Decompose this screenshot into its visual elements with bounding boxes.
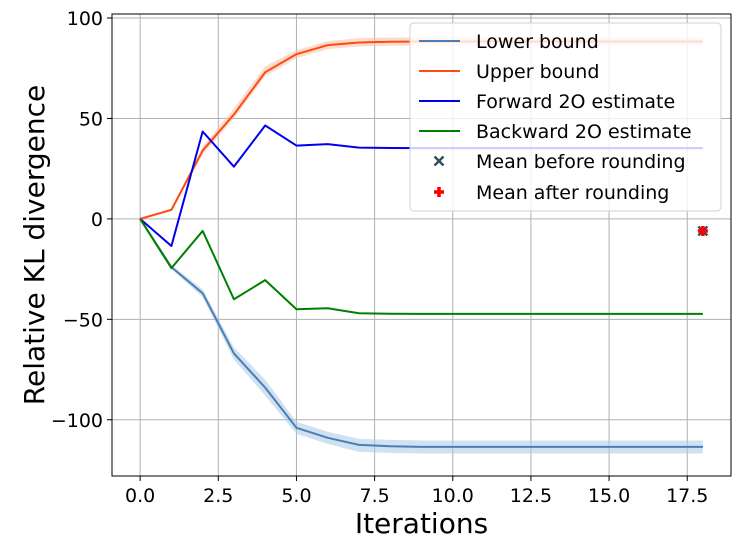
legend-swatch-6 bbox=[434, 187, 445, 197]
x-tick-label: 2.5 bbox=[203, 485, 233, 507]
x-axis-title: Iterations bbox=[355, 507, 488, 540]
y-tick-label: −50 bbox=[63, 309, 103, 331]
x-tick-label: 10.0 bbox=[432, 485, 474, 507]
x-tick-label: 17.5 bbox=[666, 485, 708, 507]
legend-label-4: Backward 2O estimate bbox=[476, 121, 692, 143]
x-tick-label: 0.0 bbox=[125, 485, 155, 507]
y-tick-label: 0 bbox=[91, 209, 103, 231]
x-tick-label: 7.5 bbox=[359, 485, 389, 507]
y-tick-label: 100 bbox=[67, 8, 103, 30]
legend-box bbox=[409, 22, 722, 212]
legend-swatch-5 bbox=[433, 155, 445, 167]
legend-label-5: Mean before rounding bbox=[476, 151, 686, 173]
plot-frame bbox=[111, 13, 732, 477]
legend-label-1: Lower bound bbox=[476, 31, 599, 53]
marker-stroke bbox=[433, 155, 445, 167]
y-tick-label: −100 bbox=[51, 410, 103, 432]
legend-label-6: Mean after rounding bbox=[476, 182, 669, 204]
legend-label-2: Upper bound bbox=[476, 61, 599, 83]
y-axis-title: Relative KL divergence bbox=[18, 85, 51, 405]
x-tick-label: 12.5 bbox=[510, 485, 552, 507]
line-series-1 bbox=[139, 218, 703, 448]
axis-ticks: 0.0 2.5 5.0 7.5 10.0 12.5 15.0 17.5 100 50 0 −50 −10… bbox=[51, 8, 709, 507]
x-tick-label: 15.0 bbox=[588, 485, 630, 507]
legend: Lower bound Upper bound Forward 2O estimat… bbox=[409, 22, 722, 212]
y-tick-label: 50 bbox=[79, 108, 103, 130]
line-series-4 bbox=[139, 218, 703, 315]
marker-2 bbox=[697, 225, 708, 236]
mean-markers bbox=[697, 225, 709, 237]
legend-label-3: Forward 2O estimate bbox=[476, 91, 675, 113]
x-tick-label: 5.0 bbox=[281, 485, 311, 507]
